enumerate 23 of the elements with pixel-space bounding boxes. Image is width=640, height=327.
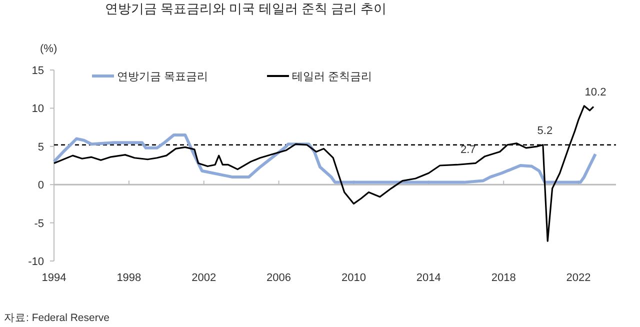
x-tick-label: 2006 [266, 272, 292, 284]
y-tick-label: 10 [32, 103, 44, 116]
y-tick-label: -10 [28, 256, 44, 268]
text: 자료: Federal Reserve [4, 312, 110, 324]
x-tick-label: 2010 [341, 272, 366, 284]
annotation: 2.7 [460, 144, 476, 156]
chart-title: 연방기금 목표금리와 미국 테일러 준칙 금리 추이 [105, 1, 387, 16]
x-tick-label: 2014 [416, 272, 441, 284]
x-tick-label: 1994 [42, 272, 66, 284]
x-tick-label: 1998 [116, 272, 142, 284]
y-tick-label: 0 [38, 180, 44, 192]
legend-label: 테일러 준칙금리 [292, 71, 372, 83]
y-tick-label: 5 [38, 141, 44, 154]
annotation: 5.2 [537, 124, 553, 137]
x-tick-label: 2002 [192, 272, 216, 284]
legend-label: 연방기금 목표금리 [117, 71, 208, 83]
annotation: 10.2 [584, 86, 606, 99]
line-series [52, 133, 597, 184]
y-tick-label: -5 [34, 218, 44, 230]
x-tick-label: 2018 [491, 272, 516, 284]
y-tick-label: 15 [32, 65, 44, 77]
y-axis-title: (%) [40, 43, 58, 55]
x-tick-label: 2022 [566, 272, 591, 284]
